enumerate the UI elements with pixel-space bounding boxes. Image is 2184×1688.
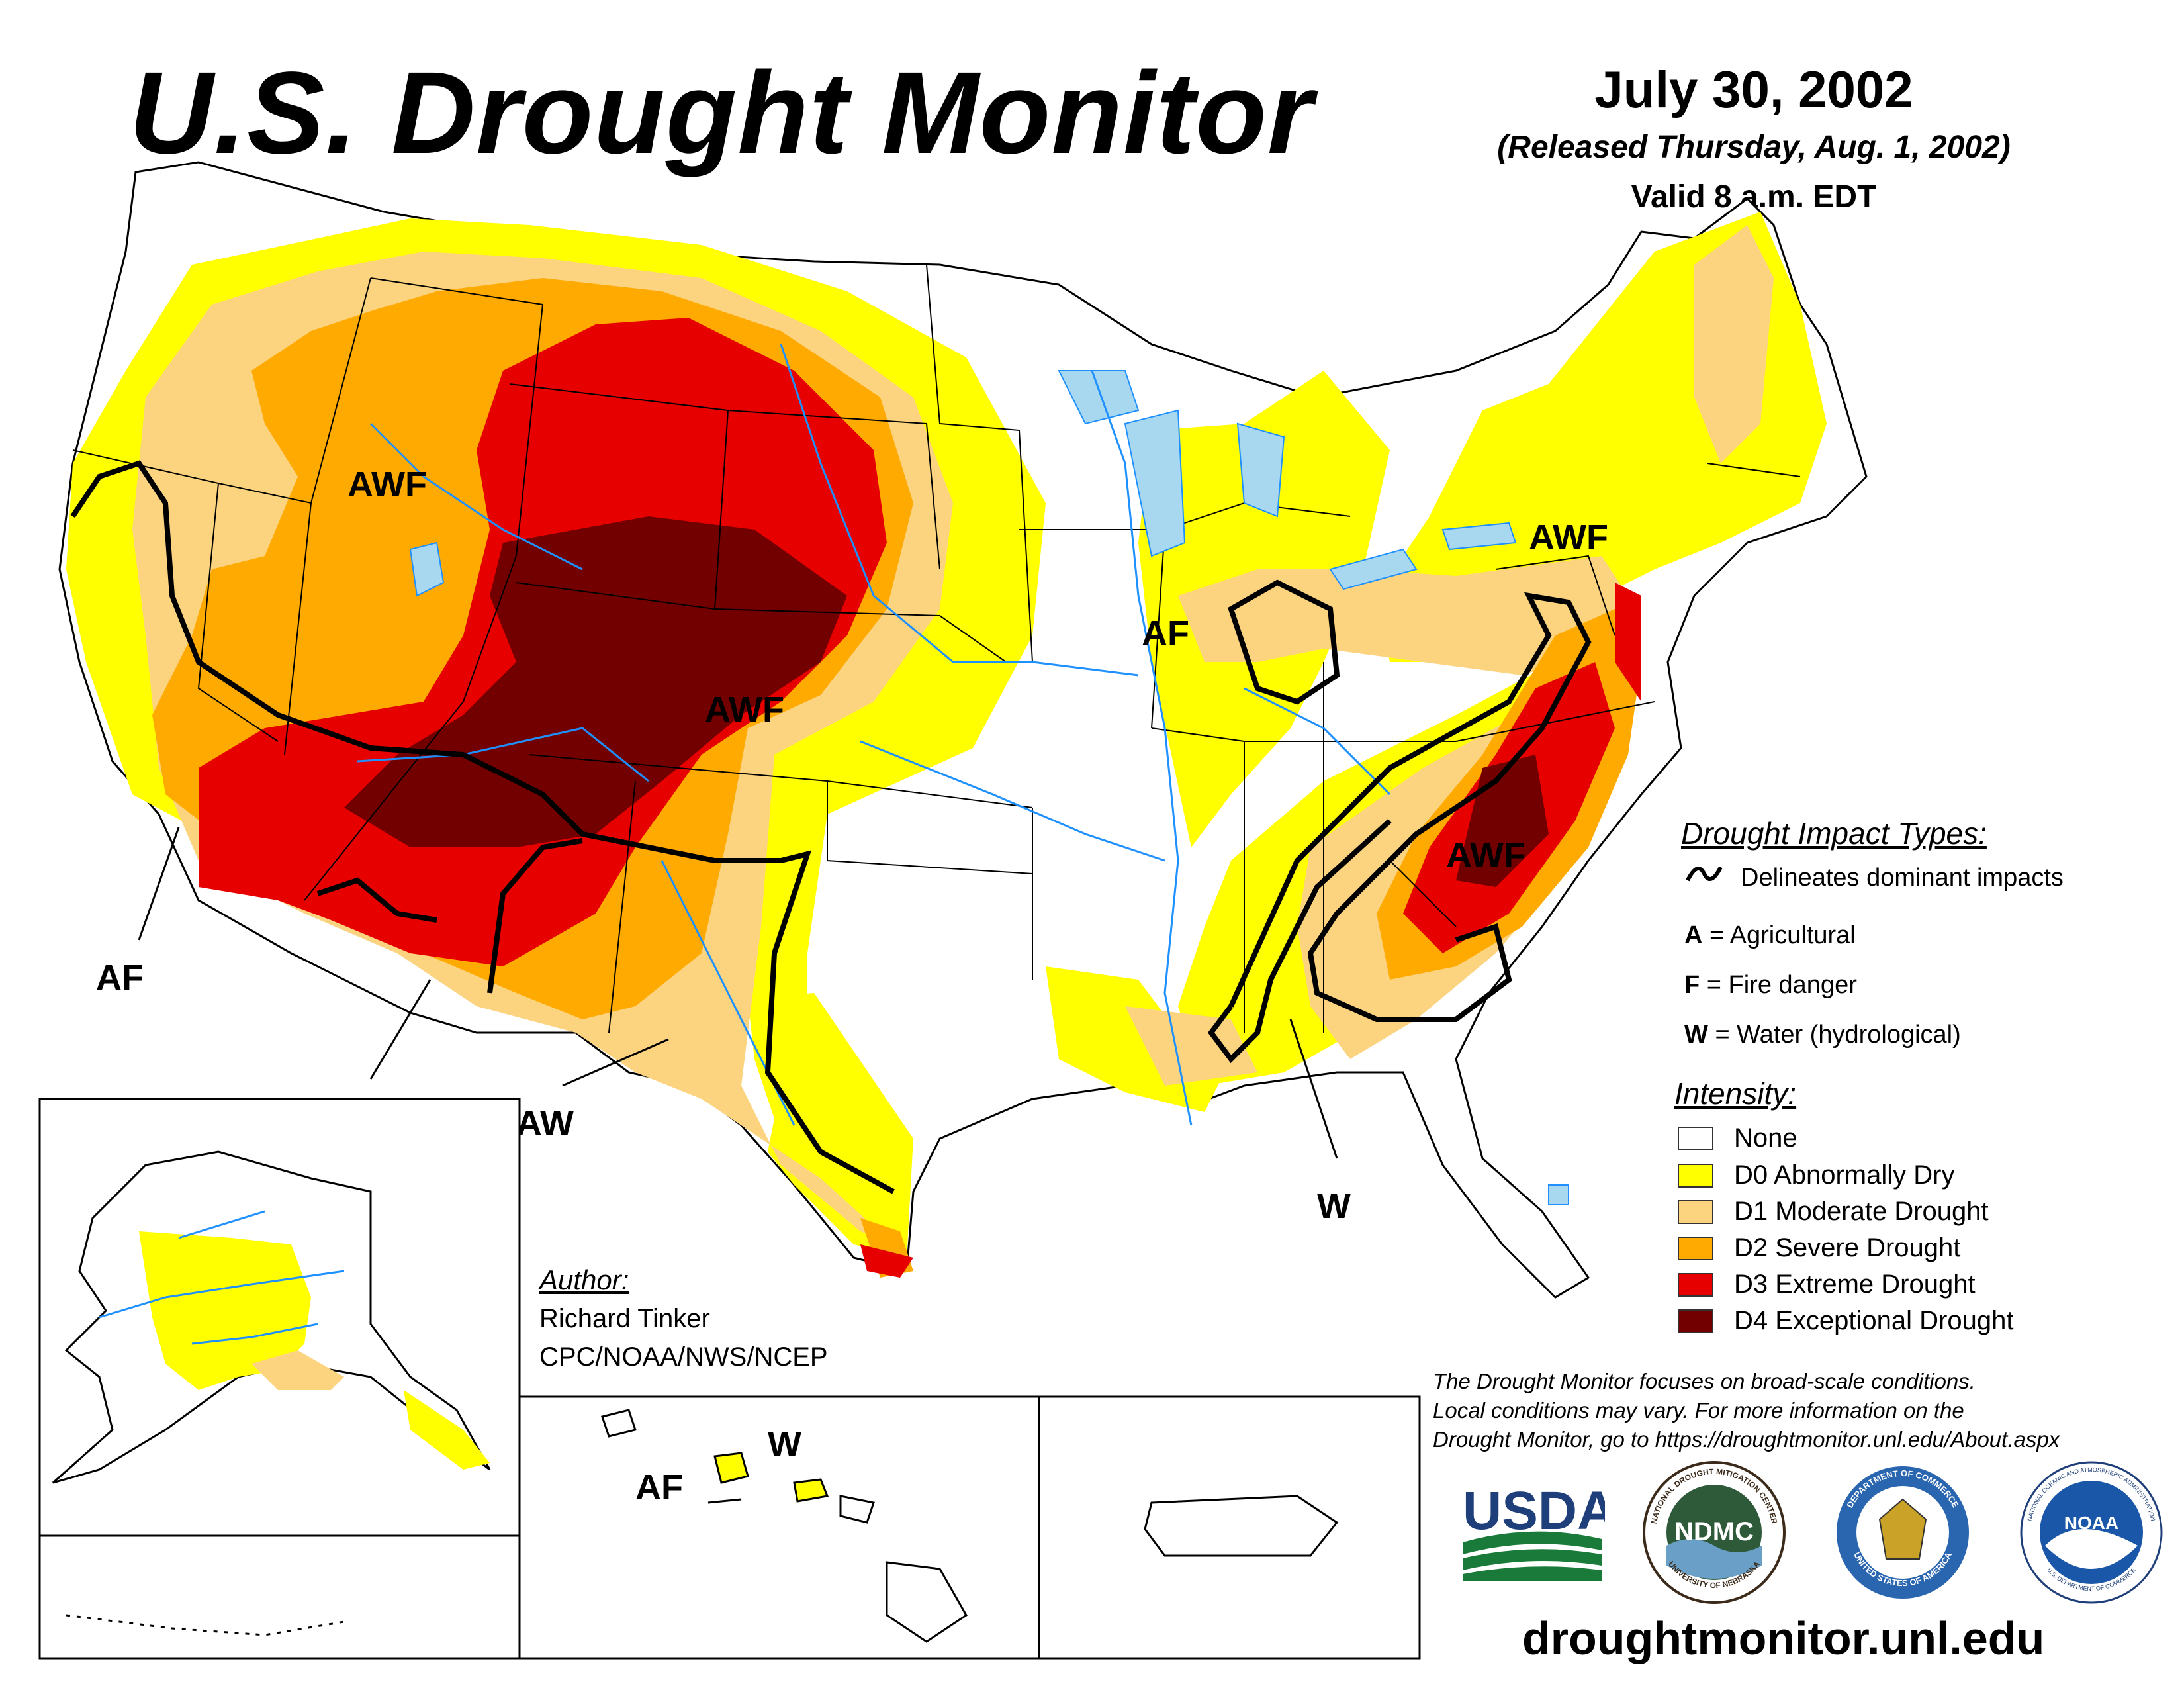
alaska-inset [38, 1098, 521, 1660]
website-link[interactable]: droughtmonitor.unl.edu [1522, 1613, 2045, 1664]
intensity-label-d1: D1 Moderate Drought [1734, 1197, 1989, 1226]
label-awf-northeast: AWF [1529, 518, 1608, 557]
swatch-d2 [1678, 1237, 1713, 1260]
label-awf-southeast: AWF [1446, 835, 1525, 875]
swatch-d1 [1678, 1200, 1713, 1224]
delineation-symbol [1686, 866, 1723, 882]
noaa-logo-text: NOAA [2064, 1513, 2118, 1533]
label-af-california: AF [96, 958, 144, 998]
impact-code: A [1684, 921, 1703, 949]
intensity-label-d2: D2 Severe Drought [1734, 1233, 1961, 1262]
legend-delineates: Delineates dominant impacts [1741, 864, 2064, 892]
disclaimer-line-2: Local conditions may vary. For more info… [1433, 1398, 1964, 1423]
commerce-logo[interactable]: DEPARTMENT OF COMMERCE UNITED STATES OF … [1833, 1460, 1972, 1605]
state-borders [72, 264, 1801, 1033]
map-date: July 30, 2002 [1594, 60, 1913, 118]
label-awf-central: AWF [705, 690, 784, 729]
rivers [357, 344, 1391, 1126]
puerto-rico-inset [1038, 1395, 1421, 1660]
swatch-d3 [1678, 1273, 1713, 1297]
author-org: CPC/NOAA/NWS/NCEP [539, 1342, 828, 1372]
impact-label: = Water (hydrological) [1715, 1021, 1961, 1049]
d4-areas [344, 516, 1549, 887]
impact-agricultural: A = Agricultural [1684, 921, 1856, 950]
legend-intensity-title: Intensity: [1674, 1076, 1797, 1111]
release-date: (Released Thursday, Aug. 1, 2002) [1497, 130, 2011, 165]
ndmc-logo[interactable]: NDMC NATIONAL DROUGHT MITIGATION CENTER … [1641, 1460, 1787, 1605]
swatch-d0 [1678, 1164, 1713, 1188]
intensity-label-d3: D3 Extreme Drought [1734, 1270, 1976, 1299]
label-aw-texas: AW [516, 1103, 574, 1143]
author-name: Richard Tinker [539, 1304, 710, 1333]
hawaii-inset: AF W [518, 1395, 1040, 1660]
impact-code: F [1684, 971, 1700, 999]
impact-label: = Agricultural [1709, 921, 1856, 949]
disclaimer-line-1: The Drought Monitor focuses on broad-sca… [1433, 1369, 1976, 1393]
impact-water: W = Water (hydrological) [1684, 1021, 1961, 1049]
swatch-none [1678, 1127, 1713, 1150]
impact-fire: F = Fire danger [1684, 971, 1857, 1000]
label-af-midwest: AF [1142, 614, 1189, 653]
usda-logo[interactable]: USDA [1459, 1476, 1605, 1582]
page-title: U.S. Drought Monitor [129, 48, 1314, 178]
label-awf-northwest: AWF [347, 465, 427, 504]
impact-boundaries [70, 460, 1592, 1194]
intensity-label-none: None [1734, 1123, 1797, 1152]
label-w-hawaii: W [768, 1425, 801, 1464]
disclaimer-line-3[interactable]: Drought Monitor, go to https://droughtmo… [1433, 1427, 2060, 1452]
legend-impacts-title: Drought Impact Types: [1681, 816, 1987, 851]
noaa-logo[interactable]: NOAA NATIONAL OCEANIC AND ATMOSPHERIC AD… [2019, 1460, 2164, 1605]
impact-label: = Fire danger [1706, 971, 1857, 999]
label-leaders [138, 827, 1338, 1159]
swatch-d4 [1678, 1309, 1713, 1333]
label-w-southeast: W [1317, 1186, 1351, 1226]
disclaimer: The Drought Monitor focuses on broad-sca… [1433, 1367, 2174, 1454]
label-af-hawaii: AF [635, 1468, 683, 1507]
author-heading: Author: [539, 1264, 629, 1295]
intensity-label-d4: D4 Exceptional Drought [1734, 1306, 2014, 1335]
intensity-label-d0: D0 Abnormally Dry [1734, 1160, 1955, 1190]
lakes [409, 370, 1569, 1205]
usda-logo-text: USDA [1463, 1481, 1605, 1541]
ndmc-logo-text: NDMC [1674, 1517, 1754, 1546]
impact-code: W [1684, 1021, 1708, 1049]
